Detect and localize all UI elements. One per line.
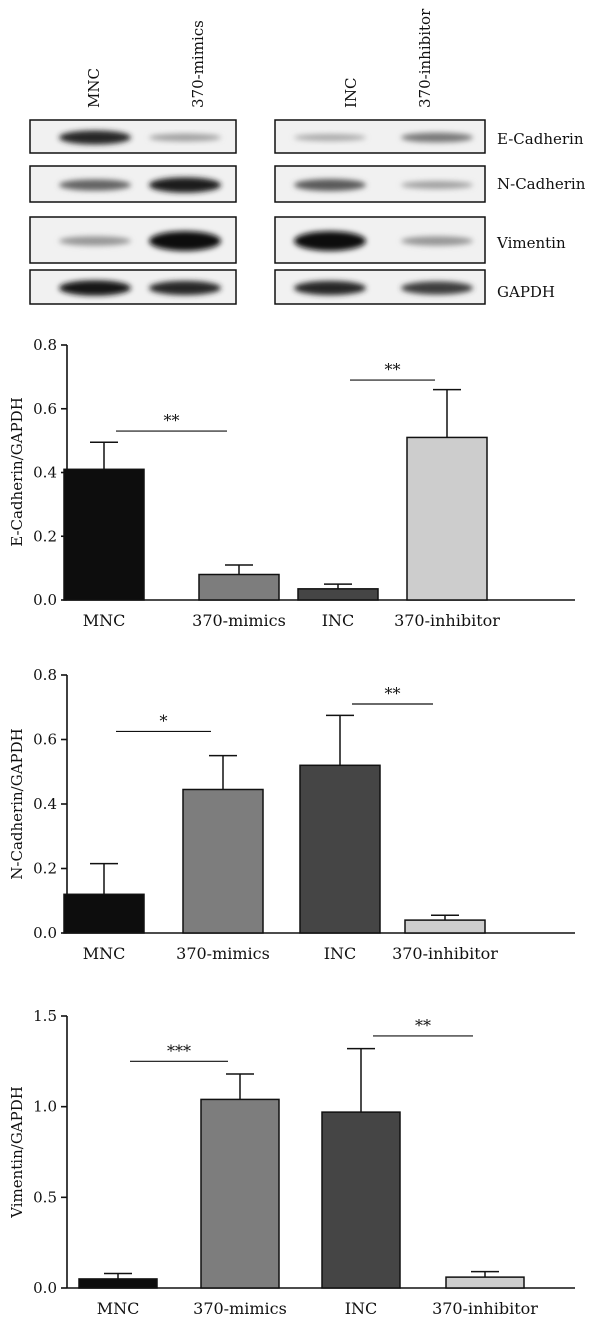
y-axis-title: Vimentin/GAPDH [8,1086,26,1219]
x-category-label: 370-inhibitor [392,944,498,963]
significance-label: * [160,711,168,730]
lane-label-inc: INC [342,77,360,108]
blot-band [401,181,473,189]
y-tick-label: 1.5 [33,1007,57,1025]
blot-band [401,236,473,246]
blot-row-label-vimentin: Vimentin [496,234,566,252]
bar [299,764,381,934]
y-tick-label: 0.5 [33,1188,57,1206]
x-category-label: 370-mimics [192,611,286,630]
x-category-label: 370-mimics [193,1299,287,1318]
x-category-label: INC [345,1299,378,1318]
blot-band [149,231,221,251]
bar [78,1278,158,1289]
significance-label: ** [385,684,401,703]
lane-label-mnc: MNC [85,68,103,108]
y-axis-title: N-Cadherin/GAPDH [8,728,26,879]
bar [404,919,486,934]
bar [445,1276,525,1289]
significance-label: ** [164,411,180,430]
bar [63,468,145,601]
y-tick-label: 0.0 [33,591,57,609]
bar [297,588,379,601]
significance-label: ** [415,1016,431,1035]
lane-label-370-mimics: 370-mimics [189,20,207,108]
blot-band [294,231,366,251]
blot-band [149,133,221,142]
y-tick-label: 0.8 [33,666,57,684]
significance-label: ** [385,360,401,379]
y-tick-label: 0.4 [33,464,57,482]
blot-band [149,177,221,193]
x-category-label: 370-inhibitor [394,611,500,630]
x-category-label: MNC [83,944,126,963]
y-tick-label: 0.4 [33,795,57,813]
y-tick-label: 0.0 [33,924,57,942]
bar [200,1098,280,1289]
y-tick-label: 0.6 [33,400,57,418]
bar-chart-vimentin: 0.0 0.5 1.0 1.5 Vimentin/GAPDH MNC 370-mimics I… [8,1007,575,1318]
y-tick-label: 0.2 [33,527,57,545]
y-tick-label: 0.2 [33,860,57,878]
blot-band [59,236,131,246]
y-tick-label: 0.8 [33,336,57,354]
blot-band [59,179,131,191]
blot-row-label-gapdh: GAPDH [497,283,555,301]
lane-label-370-inhibitor: 370-inhibitor [416,8,434,108]
y-tick-label: 0.0 [33,1279,57,1297]
x-category-label: MNC [83,611,126,630]
blot-rows [29,119,486,305]
blot-band [149,280,221,296]
blot-band [294,179,366,191]
blot-band [294,280,366,296]
x-category-label: 370-mimics [176,944,270,963]
x-category-label: MNC [97,1299,140,1318]
bar [198,573,280,601]
blot-row-label-e-cadherin: E-Cadherin [497,130,584,148]
western-blot-panel: MNC 370-mimics INC 370-inhibitor E-Cadhe… [29,8,586,305]
bar [321,1111,401,1289]
x-category-label: INC [322,611,355,630]
blot-band [401,132,473,143]
bar [182,788,264,934]
y-tick-label: 0.6 [33,731,57,749]
blot-band [294,133,366,142]
bar-chart-e-cadherin: 0.0 0.2 0.4 0.6 0.8 E-Cadherin/GAPDH MNC 370-mi… [8,336,575,630]
blot-band [401,281,473,295]
bar [406,436,488,601]
x-category-label: 370-inhibitor [432,1299,538,1318]
bar [63,893,145,934]
x-category-label: INC [324,944,357,963]
bar-chart-n-cadherin: 0.0 0.2 0.4 0.6 0.8 N-Cadherin/GAPDH MNC 370-mi… [8,666,575,963]
blot-row-label-n-cadherin: N-Cadherin [497,175,586,193]
blot-band [59,280,131,296]
y-axis-title: E-Cadherin/GAPDH [8,397,26,547]
blot-band [59,130,131,145]
y-tick-label: 1.0 [33,1098,57,1116]
significance-label: *** [167,1041,191,1060]
